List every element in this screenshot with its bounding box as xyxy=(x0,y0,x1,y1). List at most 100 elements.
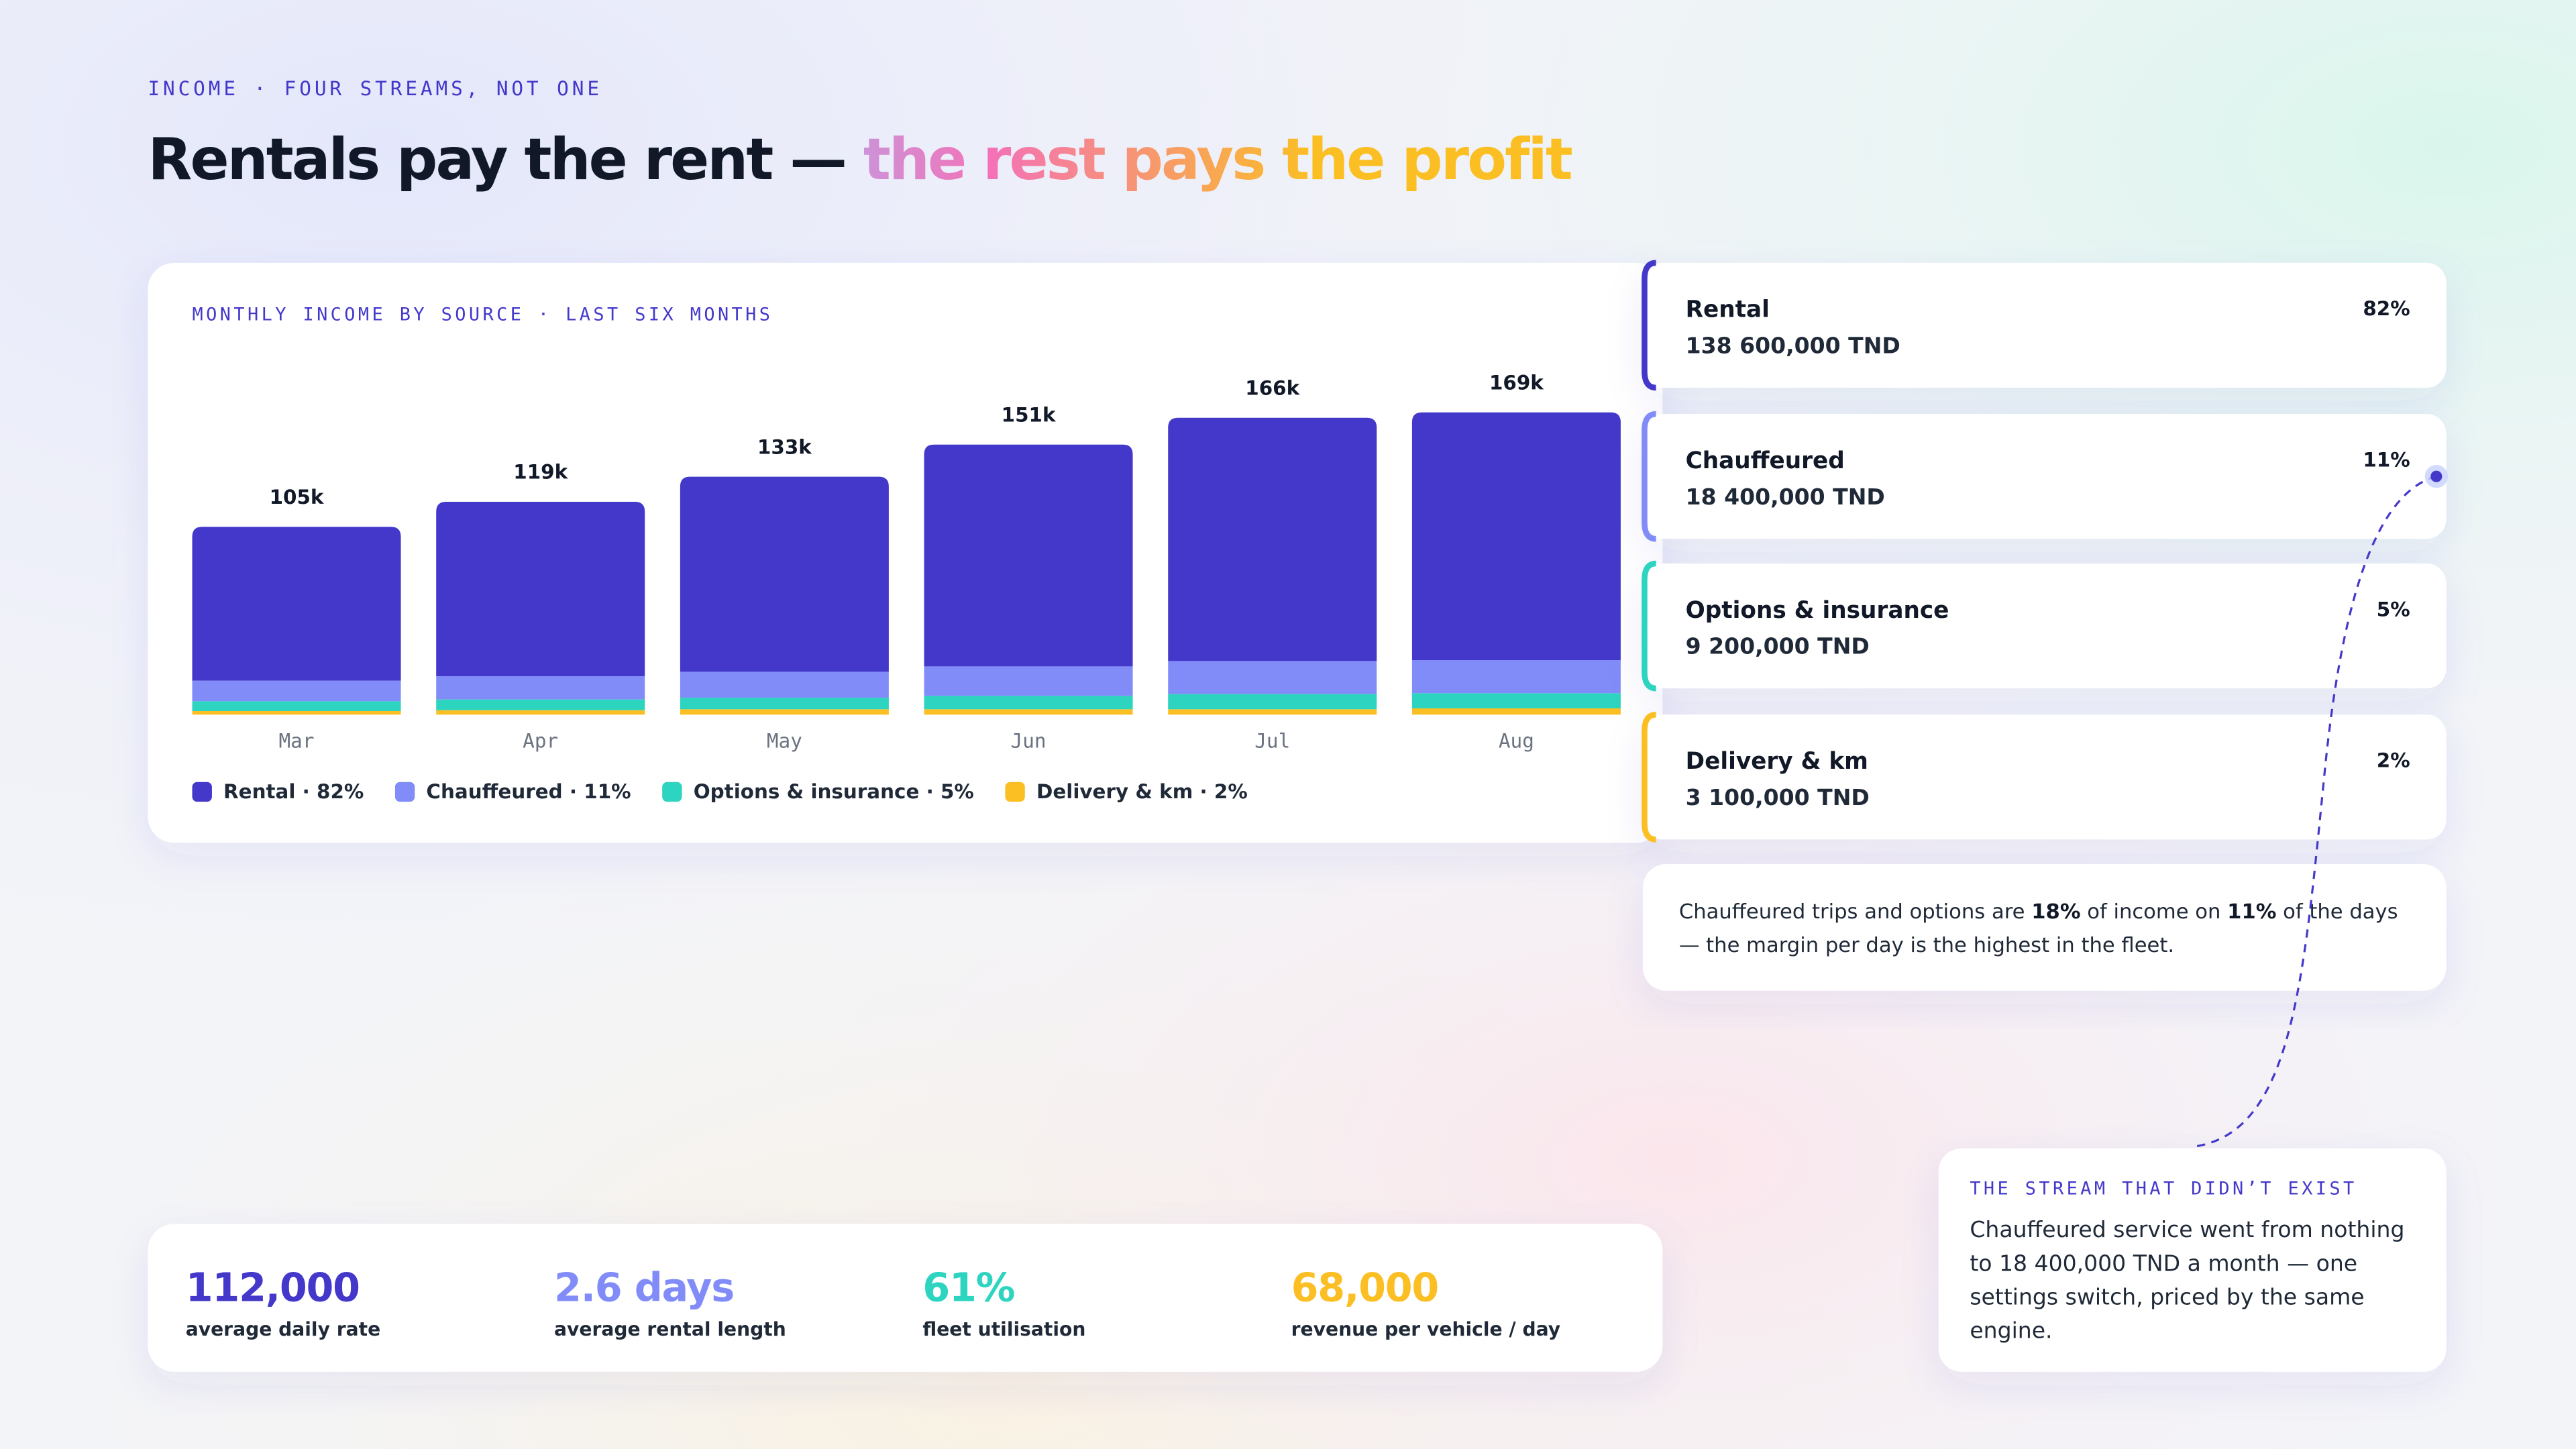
total-label: 119k xyxy=(513,461,568,484)
stream-amount: 3 100,000 TND xyxy=(1686,784,1870,810)
bar-segment xyxy=(1168,694,1377,710)
callout-eyebrow: THE STREAM THAT DIDN’T EXIST xyxy=(1970,1178,2357,1199)
bar-segment xyxy=(924,696,1133,710)
bar-segment xyxy=(680,476,889,672)
connector xyxy=(2193,475,2437,1148)
callout-line: to 18 400,000 TND a month — one xyxy=(1970,1250,2357,1276)
callout-line: Chauffeured service went from nothing xyxy=(1970,1216,2404,1242)
bar-segment xyxy=(924,709,1133,715)
callout-body: Chauffeured service went from nothing to … xyxy=(1970,1216,2404,1344)
x-tick-label: Mar xyxy=(279,729,315,752)
stream-accent xyxy=(1642,712,1656,843)
stream-accent xyxy=(1642,260,1656,391)
bar-segment xyxy=(1411,659,1621,694)
bar-segment xyxy=(1168,417,1377,661)
stream-amount: 138 600,000 TND xyxy=(1686,333,1900,359)
stream-name: Delivery & km xyxy=(1686,748,1868,775)
x-tick-label: May xyxy=(767,729,802,752)
note-line: Chauffeured trips and options are 18% of… xyxy=(1679,900,2398,924)
legend-label: Rental · 82% xyxy=(223,780,364,803)
bar-segment xyxy=(924,666,1133,696)
bar-segment xyxy=(1411,412,1621,660)
legend-label: Options & insurance · 5% xyxy=(694,780,974,803)
kpi-value: 68,000 xyxy=(1291,1265,1438,1311)
stream-amount: 18 400,000 TND xyxy=(1686,484,1885,510)
bar-segment xyxy=(1411,708,1621,715)
kpi-value: 2.6 days xyxy=(554,1265,734,1311)
legend-swatch xyxy=(1005,782,1025,802)
x-tick-label: Jul xyxy=(1254,729,1290,752)
total-label: 133k xyxy=(757,435,812,458)
kpi-card xyxy=(148,1224,1663,1372)
stream-share: 5% xyxy=(2377,598,2410,621)
note-text: 18% xyxy=(2031,900,2080,924)
kpi-label: fleet utilisation xyxy=(922,1318,1085,1340)
stream-name: Rental xyxy=(1686,297,1770,323)
bar-segment xyxy=(680,697,889,710)
stream-amount: 9 200,000 TND xyxy=(1686,633,1870,659)
note-text: of the days xyxy=(2276,900,2398,924)
stream-card xyxy=(1642,714,2447,840)
note: Chauffeured trips and options are 18% of… xyxy=(1679,900,2398,957)
note-text: — the margin per day is the highest in t… xyxy=(1679,934,2174,957)
chart: 105k Mar 119k Apr 133k May 151k Jun 166k Jul 169k A… xyxy=(192,371,1621,752)
legend-label: Chauffeured · 11% xyxy=(426,780,631,803)
bar-segment xyxy=(680,672,889,698)
legend: Rental · 82% Chauffeured · 11% Options & i… xyxy=(192,780,1248,803)
note-text: 11% xyxy=(2227,900,2276,924)
eyebrow: INCOME · FOUR STREAMS, NOT ONE xyxy=(148,77,602,100)
stream-name: Chauffeured xyxy=(1686,447,1845,474)
chart-title: MONTHLY INCOME BY SOURCE · LAST SIX MONT… xyxy=(193,305,773,325)
legend-swatch xyxy=(192,782,212,802)
total-label: 169k xyxy=(1489,371,1544,394)
x-tick-label: Apr xyxy=(523,729,558,752)
bar-segment xyxy=(192,527,401,681)
stream-accent xyxy=(1642,411,1656,542)
kpi-value: 112,000 xyxy=(186,1265,360,1311)
callout-card xyxy=(1938,1148,2447,1372)
kpi-label: average daily rate xyxy=(186,1318,380,1340)
bar-segment xyxy=(192,680,401,702)
note-card xyxy=(1642,864,2447,991)
title-lead: Rentals pay the rent — xyxy=(148,126,863,193)
stream-accent xyxy=(1642,560,1656,692)
bar-segment xyxy=(924,444,1133,667)
stream-share: 11% xyxy=(2363,449,2410,472)
kpis: 112,000 average daily rate 2.6 days average… xyxy=(186,1265,1560,1340)
page-title: Rentals pay the rent — the rest pays the… xyxy=(148,126,1571,193)
stream-card xyxy=(1642,564,2447,689)
connector-dot xyxy=(2430,470,2443,482)
legend-swatch xyxy=(394,782,415,802)
bar-segment xyxy=(1411,693,1621,708)
legend-label: Delivery & km · 2% xyxy=(1036,780,1248,803)
legend-swatch xyxy=(662,782,682,802)
callout-line: engine. xyxy=(1970,1318,2052,1344)
total-label: 166k xyxy=(1245,376,1300,399)
note-text: Chauffeured trips and options are xyxy=(1679,900,2031,924)
x-tick-label: Aug xyxy=(1499,729,1534,752)
kpi-label: revenue per vehicle / day xyxy=(1291,1318,1560,1340)
stream-cards: Rental 138 600,000 TND 82% Chauffeured 18 40… xyxy=(1642,260,2447,843)
total-label: 151k xyxy=(1002,403,1057,426)
bar-segment xyxy=(436,699,645,710)
kpi-value: 61% xyxy=(922,1265,1014,1311)
bar-segment xyxy=(436,676,645,700)
total-label: 105k xyxy=(270,486,325,508)
stream-share: 2% xyxy=(2377,749,2410,772)
bar-segment xyxy=(680,709,889,715)
kpi-label: average rental length xyxy=(554,1318,786,1340)
x-tick-label: Jun xyxy=(1011,729,1046,752)
bar-segment xyxy=(192,710,401,715)
stream-share: 82% xyxy=(2363,297,2410,320)
note-text: of income on xyxy=(2080,900,2227,924)
bar-segment xyxy=(1168,661,1377,694)
bar-segment xyxy=(436,710,645,715)
note-line: — the margin per day is the highest in t… xyxy=(1679,934,2174,957)
stream-card xyxy=(1642,262,2447,388)
bar-segment xyxy=(436,502,645,676)
title-accent: the rest pays the profit xyxy=(863,126,1572,193)
callout-line: settings switch, priced by the same xyxy=(1970,1283,2364,1309)
stream-card xyxy=(1642,414,2447,539)
bar-segment xyxy=(1168,709,1377,715)
